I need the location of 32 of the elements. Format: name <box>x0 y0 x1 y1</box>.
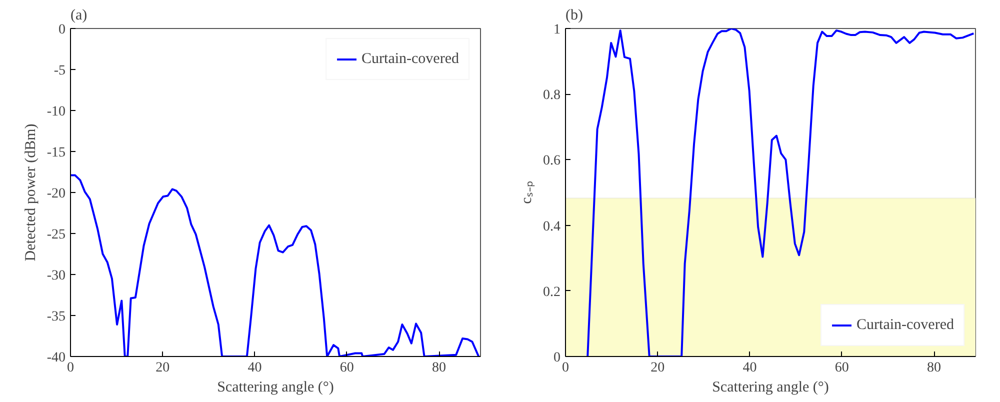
y-tick-label: -25 <box>46 228 66 242</box>
x-tick-label: 80 <box>432 360 446 376</box>
x-tick-label: 20 <box>650 360 665 376</box>
y-tick-label: 1 <box>554 22 560 38</box>
y-tick-label: -5 <box>54 64 66 78</box>
x-tick-label: 60 <box>834 360 849 376</box>
y-tick-label: -35 <box>46 310 66 324</box>
x-tick-label: 40 <box>248 360 262 376</box>
y-axis-title: cₛ₋ₚ <box>519 181 535 204</box>
y-tick-label: -10 <box>46 104 66 120</box>
y-tick-label: 0 <box>58 22 66 38</box>
y-tick-label: -40 <box>46 350 66 366</box>
x-tick-label: 40 <box>742 360 757 376</box>
line-series <box>586 28 975 356</box>
y-tick-label: 0 <box>554 350 560 366</box>
legend-label: Curtain-covered <box>362 50 459 68</box>
y-tick-label: 0.2 <box>543 284 560 300</box>
y-tick-label: -30 <box>46 268 66 284</box>
x-tick-label: 80 <box>927 360 942 376</box>
x-tick-label: 20 <box>156 360 170 376</box>
y-axis-title: Detected power (dBm) <box>22 124 39 262</box>
y-tick-label: 0.6 <box>543 154 560 169</box>
chart-title: (a) <box>70 8 88 24</box>
legend-label: Curtain-covered <box>856 316 954 334</box>
y-tick-label: -15 <box>46 146 66 160</box>
y-tick-label: 0.8 <box>543 88 560 104</box>
y-tick-label: 0.4 <box>543 219 560 234</box>
y-tick-label: -20 <box>46 186 66 202</box>
x-tick-label: 60 <box>340 360 354 376</box>
chart-title: (b) <box>566 8 583 24</box>
x-axis-title: Scattering angle (°) <box>712 380 829 396</box>
x-axis-title: Scattering angle (°) <box>217 380 334 396</box>
